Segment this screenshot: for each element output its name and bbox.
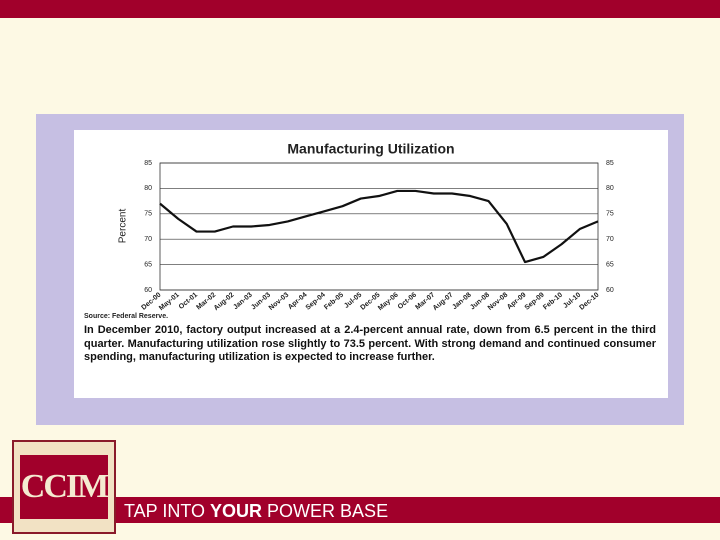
description: In December 2010, factory output increas… bbox=[84, 324, 656, 363]
y-tick-label-right: 85 bbox=[606, 160, 614, 167]
x-tick-label: Dec-10 bbox=[578, 292, 600, 312]
logo: CCIM bbox=[20, 455, 109, 519]
y-tick-label: 60 bbox=[144, 287, 152, 294]
plot-frame bbox=[159, 162, 599, 291]
chart-title: Manufacturing Utilization bbox=[287, 141, 454, 157]
y-tick-label: 65 bbox=[144, 261, 152, 268]
tagline: TAP INTO YOUR POWER BASE bbox=[124, 500, 388, 522]
x-tick-label: Nov-08 bbox=[487, 292, 509, 312]
x-tick-label: Feb-10 bbox=[542, 292, 564, 312]
chart-panel bbox=[74, 130, 668, 398]
tagline-part: TAP INTO bbox=[124, 501, 211, 521]
y-tick-label-right: 65 bbox=[606, 261, 614, 268]
line bbox=[159, 189, 599, 264]
x-tick-label: May-06 bbox=[377, 292, 400, 313]
y-tick-label-right: 60 bbox=[606, 287, 614, 294]
x-tick-label: Jan-03 bbox=[232, 292, 254, 312]
x-tick-label: Feb-05 bbox=[323, 292, 345, 312]
x-tick-label: Aug-02 bbox=[213, 292, 236, 313]
y-tick-label-right: 75 bbox=[606, 211, 614, 218]
x-tick-label: Nov-03 bbox=[268, 292, 290, 312]
y-axis-label: Percent bbox=[118, 209, 129, 244]
x-tick-label: Sep-09 bbox=[524, 292, 546, 312]
y-tick-label-right: 70 bbox=[606, 236, 614, 243]
x-tick-label: May-01 bbox=[158, 292, 181, 313]
y-tick-label: 70 bbox=[144, 236, 152, 243]
x-tick-label: Aug-07 bbox=[432, 292, 455, 313]
y-tick-label: 85 bbox=[144, 160, 152, 167]
y-tick-label: 80 bbox=[144, 185, 152, 192]
x-tick-label: Sep-04 bbox=[305, 292, 327, 312]
top-bar bbox=[0, 0, 720, 18]
tagline-part: POWER BASE bbox=[262, 501, 389, 521]
source: Source: Federal Reserve. bbox=[84, 313, 168, 320]
y-tick-label: 75 bbox=[144, 211, 152, 218]
footer-bar bbox=[0, 497, 720, 523]
y-tick-label-right: 80 bbox=[606, 185, 614, 192]
tagline-part: YOUR bbox=[210, 501, 263, 521]
x-tick-label: Jan-08 bbox=[451, 292, 473, 312]
